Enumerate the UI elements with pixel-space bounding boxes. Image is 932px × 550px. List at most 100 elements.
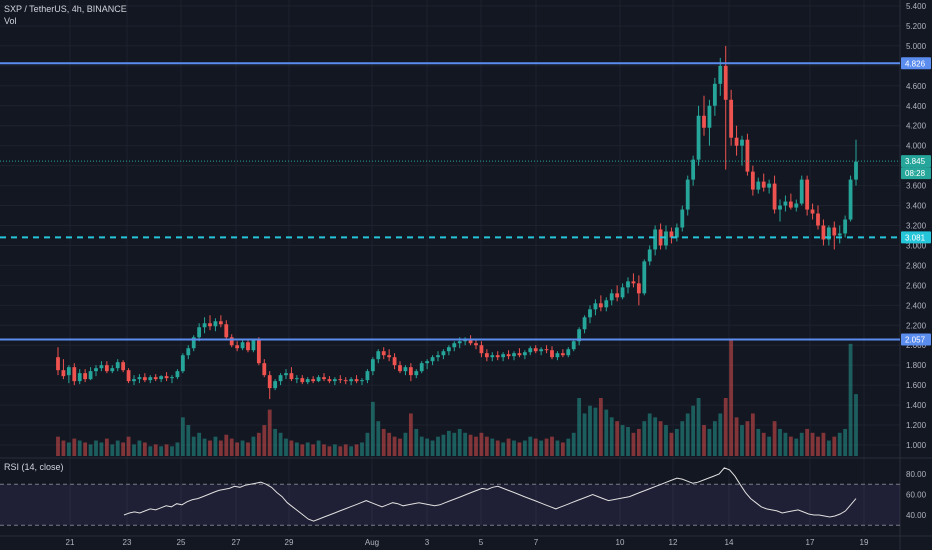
candle-body — [843, 219, 848, 234]
volume-bar — [468, 434, 473, 456]
volume-bar — [620, 425, 625, 456]
volume-bar — [267, 409, 272, 456]
volume-bar — [126, 436, 131, 456]
volume-bar — [642, 421, 647, 456]
candle-body — [582, 317, 587, 330]
candle — [142, 373, 147, 383]
candle — [354, 375, 359, 384]
volume-bar — [788, 436, 793, 456]
price-tick-label: 3.000 — [906, 241, 927, 250]
candle — [180, 353, 185, 374]
candle — [598, 295, 603, 312]
volume-bar — [170, 446, 174, 456]
volume-bar — [750, 413, 755, 456]
time-tick-label: 5 — [479, 538, 484, 547]
candle — [484, 349, 489, 362]
candle-body — [680, 209, 685, 228]
candle-body — [56, 357, 60, 371]
candle — [799, 175, 804, 206]
candle — [327, 376, 332, 384]
candle-body — [132, 379, 136, 382]
candle-body — [636, 283, 641, 294]
price-tick-label: 3.400 — [906, 202, 927, 211]
volume-bar — [816, 436, 820, 456]
volume-bar — [810, 432, 815, 456]
candle — [202, 317, 207, 334]
price-tick-label: 1.600 — [906, 381, 927, 390]
time-tick-label: 10 — [616, 538, 625, 547]
candle-body — [457, 341, 462, 344]
candle — [441, 349, 446, 360]
volume-bar — [848, 343, 853, 456]
candle — [289, 367, 294, 382]
volume-bar — [441, 434, 446, 456]
candle-body — [517, 353, 522, 356]
price-tick-label: 4.200 — [906, 122, 927, 131]
candle-body — [615, 293, 620, 298]
volume-bar — [398, 438, 402, 456]
candle — [778, 199, 782, 222]
upper-price-tag-bg — [901, 57, 931, 70]
candle — [712, 77, 717, 116]
candle-body — [392, 357, 397, 366]
candle — [365, 369, 370, 384]
volume-bar — [186, 425, 191, 456]
candle-body — [691, 159, 696, 180]
candle-body — [734, 137, 739, 146]
volume-bar — [414, 428, 419, 456]
time-axis[interactable]: 21 23 25 27 29 Aug 3 5 7 10 12 14 17 19 — [66, 538, 869, 547]
rsi-tick-label: 80.00 — [906, 470, 927, 479]
volume-bar — [718, 413, 723, 456]
volume-bar — [235, 442, 240, 456]
candle-body — [664, 231, 668, 246]
candle — [615, 285, 620, 302]
volume-bar — [262, 425, 267, 456]
candle — [56, 347, 60, 376]
volume-bar — [712, 421, 717, 456]
volume-bar — [316, 440, 321, 456]
candle-body — [826, 227, 831, 240]
volume-bar — [360, 442, 364, 456]
volume-bar — [674, 428, 679, 456]
candle — [414, 369, 419, 379]
candle — [560, 349, 565, 358]
candle-body — [267, 375, 272, 389]
volume-bar — [821, 432, 826, 456]
volume-bar — [88, 444, 93, 456]
candle-body — [848, 179, 853, 220]
candle-body — [284, 373, 288, 376]
candle — [707, 99, 712, 146]
candle — [691, 155, 696, 186]
volume-bar — [240, 440, 245, 456]
candle — [104, 361, 109, 374]
candle-body — [772, 183, 777, 210]
candle-body — [218, 321, 223, 325]
rsi-tick-label: 60.00 — [906, 491, 927, 500]
candle — [647, 245, 652, 266]
candle-body — [767, 183, 772, 188]
rsi-tick-label: 40.00 — [906, 511, 927, 520]
candle — [854, 139, 858, 186]
candle-body — [235, 345, 240, 349]
candle-body — [381, 351, 386, 356]
volume-bar — [631, 432, 636, 456]
volume-bar — [137, 440, 142, 456]
candle — [273, 379, 278, 391]
rsi-band-fill — [0, 484, 900, 526]
candle-body — [246, 342, 250, 351]
candle — [555, 351, 560, 361]
volume-bar — [104, 438, 109, 456]
volume-bar — [740, 425, 744, 456]
volume-bar — [94, 440, 98, 456]
volume-bar — [474, 436, 478, 456]
candle — [566, 347, 571, 358]
volume-bar — [197, 432, 202, 456]
volume-bar — [72, 438, 77, 456]
candle — [631, 273, 636, 288]
candle-body — [159, 376, 164, 380]
volume-bar — [799, 432, 804, 456]
volume-bar — [609, 417, 614, 456]
candle-body — [522, 352, 527, 356]
horizontal-price-lines[interactable] — [0, 62, 900, 341]
